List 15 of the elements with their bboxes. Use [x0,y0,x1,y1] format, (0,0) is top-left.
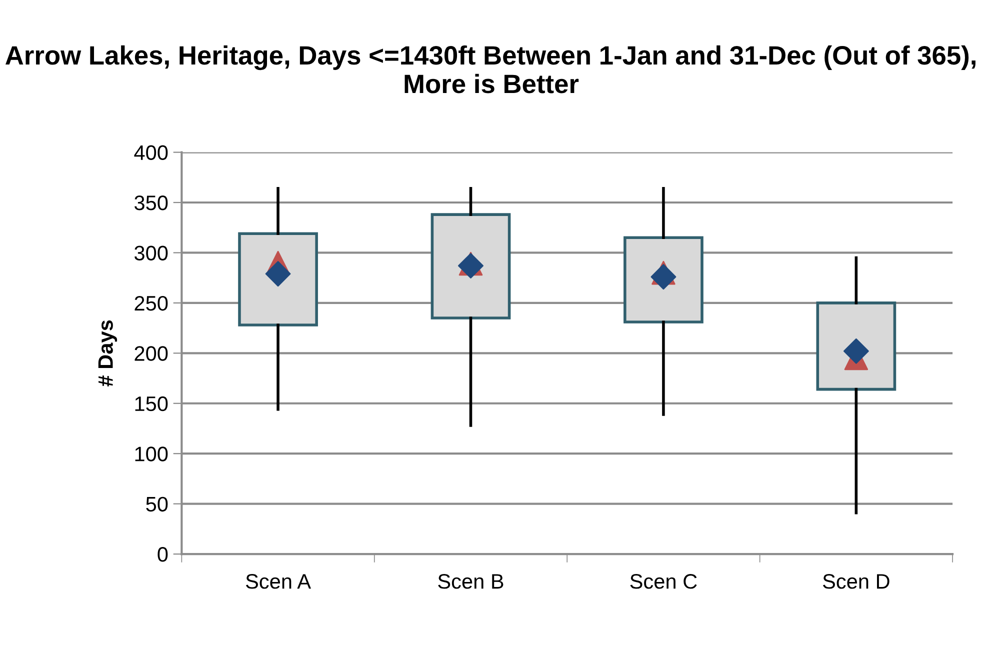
y-tick-label: 400 [134,145,168,160]
x-tick-label: Scen D [822,574,890,589]
y-tick-label: 50 [146,496,168,512]
x-tick-label: Scen B [438,574,504,589]
y-tick-label: 350 [134,196,168,210]
y-tick-label: 100 [135,446,168,462]
x-tick-label: Scen C [630,574,697,589]
chart-title: Arrow Lakes, Heritage, Days <=1430ft Between 1-Jan and 31-Dec (Out of 365), More is Better [6,45,976,94]
y-tick-label: 250 [134,296,168,311]
y-tick-label: 300 [134,246,168,260]
y-axis-title: # Days [98,320,118,386]
y-tick-label: 200 [134,346,168,361]
y-tick-label: 150 [135,396,168,412]
y-tick-label: 0 [158,547,168,562]
x-tick-label: Scen A [246,574,311,589]
